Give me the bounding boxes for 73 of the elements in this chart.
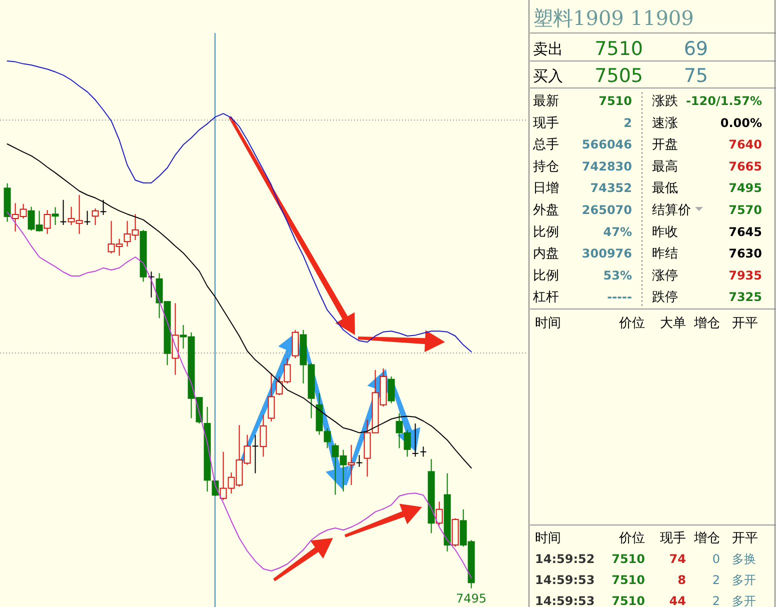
text: 0 <box>712 552 720 566</box>
text: 265070 <box>582 203 632 217</box>
text: 大单 <box>660 316 686 331</box>
text: 69 <box>684 38 708 60</box>
text: 涨停 <box>652 268 678 284</box>
text: 2 <box>712 573 720 587</box>
text: 7505 <box>594 65 643 87</box>
text: 7645 <box>728 224 762 239</box>
text: 昨收 <box>652 224 678 240</box>
text: 价位 <box>618 316 645 331</box>
text: 内盘 <box>533 246 559 262</box>
text: 昨结 <box>652 246 678 262</box>
text: 最新 <box>533 94 559 109</box>
text: 14:59:52 <box>535 552 595 566</box>
text: 比例 <box>533 224 559 240</box>
text: 多换 <box>732 552 756 566</box>
text: 14:59:53 <box>535 573 595 587</box>
text: 现手 <box>660 531 686 546</box>
text: 75 <box>684 65 708 87</box>
text: 7510 <box>612 594 645 607</box>
text: 7510 <box>612 573 645 587</box>
text: 外盘 <box>533 203 559 218</box>
text: 总手 <box>532 138 559 153</box>
text: 杠杆 <box>532 290 559 306</box>
text: 速涨 <box>652 116 678 131</box>
text: 7325 <box>728 290 762 304</box>
text: 增仓 <box>693 316 720 331</box>
text: 现手 <box>533 116 559 131</box>
text: 最低 <box>652 181 678 196</box>
text: 566046 <box>582 138 632 152</box>
text: 买入 <box>533 67 563 85</box>
text: -120/1.57% <box>686 94 762 108</box>
text: 开盘 <box>652 138 678 153</box>
text: 7570 <box>728 203 762 217</box>
text: 涨跌 <box>652 94 678 109</box>
text: 300976 <box>582 246 632 261</box>
text: 0.00% <box>720 116 762 130</box>
text: 2 <box>712 594 720 607</box>
text: 卖出 <box>533 40 563 58</box>
text: 7665 <box>728 159 762 174</box>
text: 44 <box>669 594 686 607</box>
text: 7510 <box>612 552 645 566</box>
text: 2 <box>624 116 632 130</box>
text: 7630 <box>728 246 762 261</box>
text: 开平 <box>732 316 758 331</box>
text: ----- <box>607 290 632 304</box>
text: 塑料1909 11909 <box>533 6 694 30</box>
text: 增仓 <box>693 531 720 546</box>
text: 74352 <box>590 181 632 196</box>
text: 价位 <box>618 531 645 546</box>
text: 多开 <box>732 573 756 587</box>
text: 14:59:53 <box>535 594 595 607</box>
annotation: 7495 <box>456 591 487 606</box>
text: 日增 <box>533 181 559 196</box>
text: 最高 <box>652 158 678 174</box>
text: 跌停 <box>652 290 678 306</box>
text: 7640 <box>728 138 762 152</box>
text: 8 <box>678 573 686 587</box>
text: 开平 <box>732 531 758 546</box>
text: 47% <box>603 224 632 239</box>
text: 7935 <box>728 268 762 282</box>
text: 持仓 <box>533 159 559 174</box>
text: 74 <box>669 552 686 566</box>
text: 时间 <box>535 531 561 546</box>
text: 7510 <box>598 94 632 108</box>
text: 7510 <box>594 38 643 60</box>
text: 比例 <box>533 268 559 284</box>
text: 结算价 <box>652 203 691 218</box>
text: 742830 <box>582 159 632 174</box>
text: 时间 <box>535 316 561 331</box>
text: 53% <box>603 268 632 282</box>
text: 多开 <box>732 594 756 607</box>
text: 7495 <box>728 181 762 196</box>
